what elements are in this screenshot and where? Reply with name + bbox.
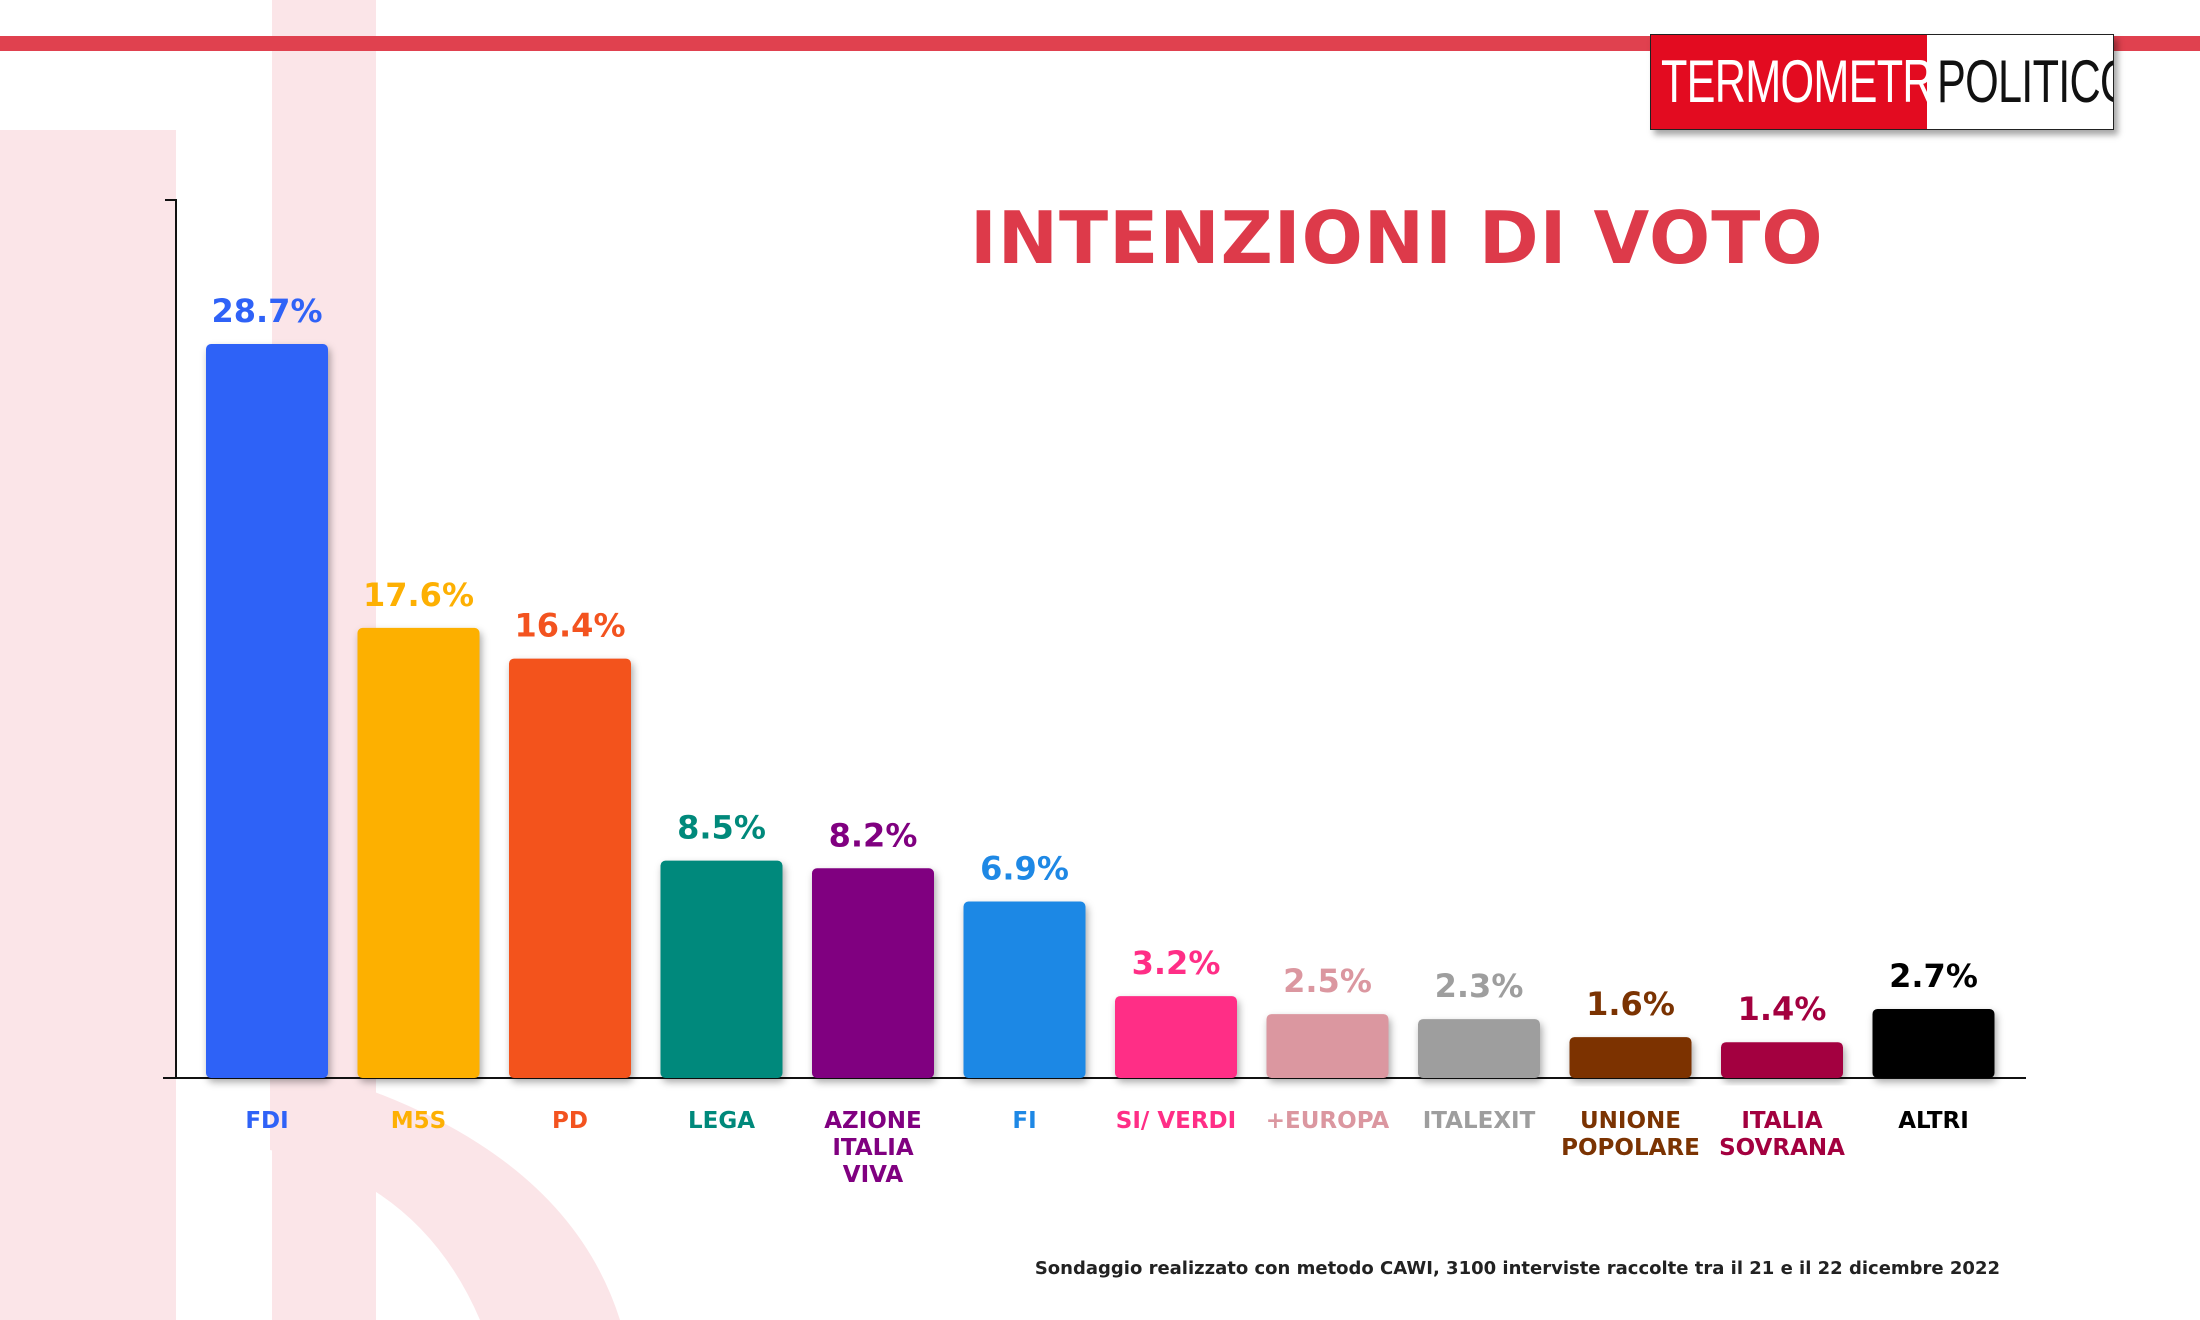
data-label: 28.7% (211, 292, 322, 330)
chart-title: INTENZIONI DI VOTO (970, 196, 1824, 280)
bar (963, 901, 1086, 1078)
bar (1418, 1019, 1540, 1078)
category-label: SI/ VERDI (1116, 1108, 1236, 1134)
bar (1266, 1014, 1389, 1078)
category-label: ALTRI (1898, 1108, 1969, 1134)
data-label: 8.2% (829, 816, 918, 854)
data-label: 17.6% (363, 576, 474, 614)
category-label: LEGA (688, 1108, 755, 1134)
category-label: FI (1012, 1108, 1036, 1134)
footnote: Sondaggio realizzato con metodo CAWI, 31… (1034, 1258, 2000, 1279)
category-label: +EUROPA (1266, 1108, 1390, 1134)
category-label: M5S (391, 1108, 446, 1134)
category-label: ITALIA (1741, 1108, 1822, 1134)
bar (206, 344, 328, 1078)
category-label: PD (552, 1108, 588, 1134)
category-label: SOVRANA (1719, 1135, 1845, 1161)
data-label: 2.5% (1283, 962, 1372, 1000)
category-label: ITALIA (832, 1135, 913, 1161)
category-label: ITALEXIT (1423, 1108, 1536, 1134)
data-label: 16.4% (514, 607, 625, 645)
bar (660, 860, 783, 1078)
brand-logo: TERMOMETRO POLITICO (1650, 34, 2114, 130)
bar (357, 627, 480, 1078)
bar (812, 868, 934, 1078)
category-label: AZIONE (824, 1108, 922, 1134)
data-label: 3.2% (1132, 944, 1221, 982)
category-label: POPOLARE (1561, 1135, 1700, 1161)
data-label: 8.5% (677, 809, 766, 847)
data-label: 2.3% (1435, 967, 1524, 1005)
data-label: 1.4% (1738, 990, 1827, 1028)
brand-logo-part1: TERMOMETRO (1651, 35, 1927, 129)
bar (1872, 1008, 1995, 1078)
category-label: VIVA (843, 1162, 904, 1188)
bar (1721, 1042, 1843, 1078)
data-label: 6.9% (980, 850, 1069, 888)
data-label: 2.7% (1889, 957, 1978, 995)
category-label: UNIONE (1580, 1108, 1681, 1134)
bar (1569, 1037, 1692, 1078)
data-label: 1.6% (1586, 985, 1675, 1023)
category-label: FDI (245, 1108, 288, 1134)
brand-logo-part2: POLITICO (1927, 35, 2113, 129)
bar (1115, 996, 1237, 1078)
bar (509, 658, 631, 1078)
